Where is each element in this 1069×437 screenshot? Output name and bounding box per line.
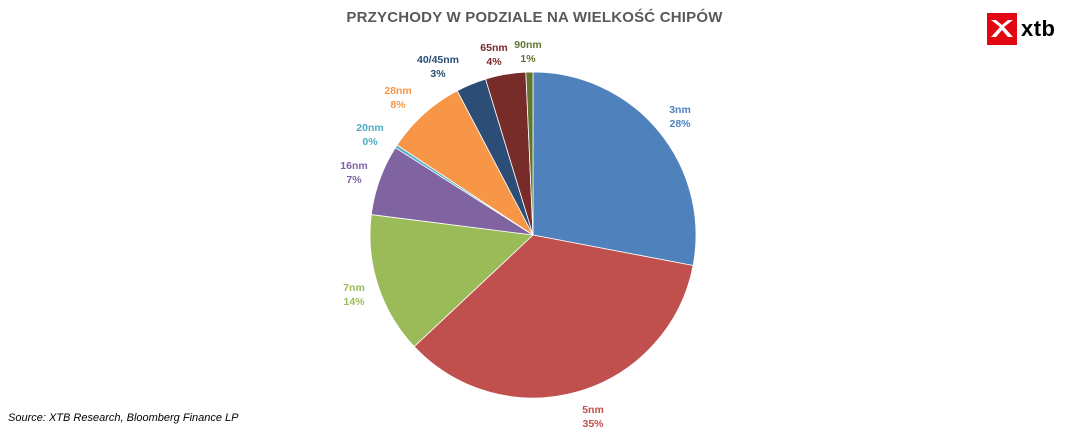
slice-label-40-45nm: 40/45nm [417, 54, 459, 66]
xtb-logo-text: xtb [1021, 16, 1056, 41]
pie-slice-3nm [532, 71, 697, 267]
slice-value-28nm: 8% [390, 99, 406, 111]
pie-slices [369, 71, 697, 399]
slice-value-90nm: 1% [520, 53, 536, 65]
chart-title: PRZYCHODY W PODZIALE NA WIELKOŚĆ CHIPÓW [346, 9, 723, 26]
slice-label-16nm: 16nm [340, 160, 367, 172]
slice-label-5nm: 5nm [582, 404, 604, 416]
slice-label-7nm: 7nm [343, 282, 365, 294]
slice-label-3nm: 3nm [669, 104, 691, 116]
slice-label-20nm: 20nm [356, 122, 383, 134]
pie-labels: 3nm 28% 5nm 35% 7nm 14% 16nm 7% 20nm 0% 28nm 8% 40/4… [340, 39, 691, 430]
slice-value-16nm: 7% [346, 174, 362, 186]
slice-label-65nm: 65nm [480, 42, 507, 54]
slice-value-7nm: 14% [343, 296, 365, 308]
pie-slice-90nm [525, 71, 534, 236]
source-note: Source: XTB Research, Bloomberg Finance … [8, 412, 239, 424]
pie-slice-5nm [413, 234, 694, 399]
xtb-logo: xtb [987, 13, 1059, 45]
slice-value-20nm: 0% [362, 136, 378, 148]
xtb-logo-icon [987, 13, 1017, 45]
slice-label-90nm: 90nm [514, 39, 541, 51]
slice-label-28nm: 28nm [384, 85, 411, 97]
pie-slice-7nm [369, 214, 534, 348]
slice-value-3nm: 28% [669, 118, 691, 130]
slice-value-65nm: 4% [486, 56, 502, 68]
slice-value-40-45nm: 3% [430, 68, 446, 80]
slice-value-5nm: 35% [582, 418, 604, 430]
